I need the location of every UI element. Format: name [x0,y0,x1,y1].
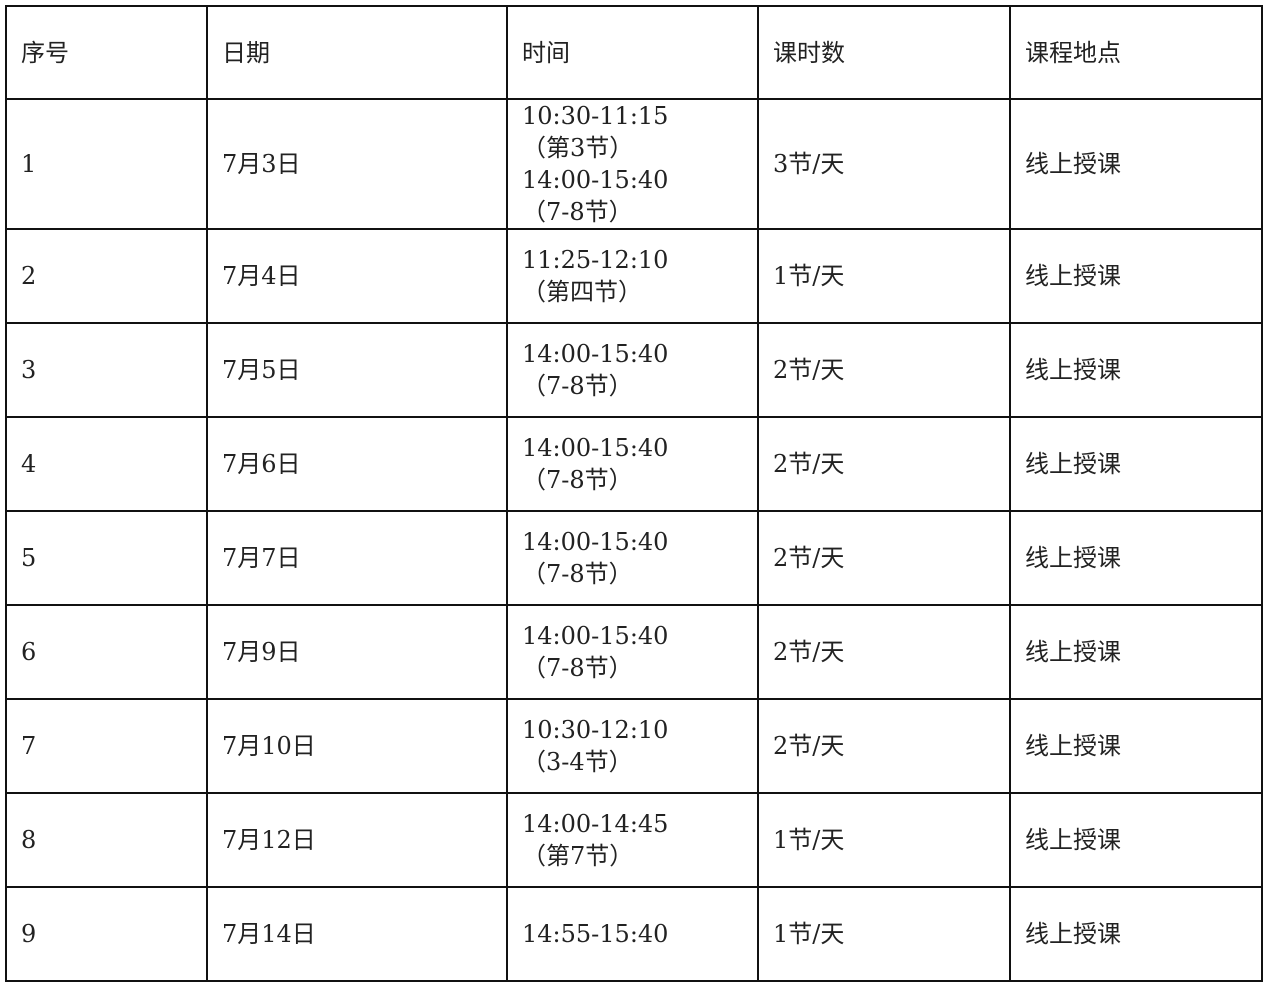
cell-hours: 2节/天 [757,698,1011,794]
time-line: 10:30-11:15 [522,102,669,130]
table-row: 7 7月10日 10:30-12:10 （3-4节） 2节/天 线上授课 [5,698,1263,794]
cell-date: 7月10日 [206,698,508,794]
cell-time: 14:55-15:40 [506,886,759,982]
cell-place: 线上授课 [1009,698,1263,794]
cell-hours: 2节/天 [757,510,1011,606]
header-hours: 课时数 [757,5,1011,100]
cell-date: 7月5日 [206,322,508,418]
cell-time: 14:00-15:40 （7-8节） [506,322,759,418]
cell-hours: 1节/天 [757,792,1011,888]
time-line: 11:25-12:10 [522,246,669,274]
time-line: （7-8节） [522,466,633,494]
time-line: （7-8节） [522,198,633,226]
cell-hours: 1节/天 [757,228,1011,324]
cell-no: 5 [5,510,208,606]
header-time: 时间 [506,5,759,100]
header-place: 课程地点 [1009,5,1263,100]
time-line: 14:00-15:40 [522,434,669,462]
time-line: 14:00-15:40 [522,166,669,194]
time-line: （第7节） [522,842,634,870]
cell-place: 线上授课 [1009,98,1263,230]
header-row: 序号 日期 时间 课时数 课程地点 [5,5,1263,100]
cell-time: 14:00-15:40 （7-8节） [506,510,759,606]
cell-hours: 2节/天 [757,604,1011,700]
table-row: 4 7月6日 14:00-15:40 （7-8节） 2节/天 线上授课 [5,416,1263,512]
cell-hours: 3节/天 [757,98,1011,230]
table-row: 1 7月3日 10:30-11:15 （第3节） 14:00-15:40 （7-8节） 3节… [5,98,1263,230]
cell-place: 线上授课 [1009,228,1263,324]
table-row: 5 7月7日 14:00-15:40 （7-8节） 2节/天 线上授课 [5,510,1263,606]
time-line: 14:00-14:45 [522,810,669,838]
cell-hours: 1节/天 [757,886,1011,982]
time-line: （7-8节） [522,654,633,682]
cell-no: 8 [5,792,208,888]
cell-no: 9 [5,886,208,982]
cell-place: 线上授课 [1009,792,1263,888]
time-line: 14:00-15:40 [522,528,669,556]
cell-time: 14:00-15:40 （7-8节） [506,604,759,700]
cell-place: 线上授课 [1009,886,1263,982]
cell-no: 2 [5,228,208,324]
table-row: 8 7月12日 14:00-14:45 （第7节） 1节/天 线上授课 [5,792,1263,888]
time-line: （第3节） [522,134,634,162]
cell-place: 线上授课 [1009,416,1263,512]
table-row: 6 7月9日 14:00-15:40 （7-8节） 2节/天 线上授课 [5,604,1263,700]
schedule-table: 序号 日期 时间 课时数 课程地点 1 7月3日 10:30-11:15 （第3节） 1… [5,5,1263,982]
header-date: 日期 [206,5,508,100]
cell-time: 10:30-12:10 （3-4节） [506,698,759,794]
table-row: 9 7月14日 14:55-15:40 1节/天 线上授课 [5,886,1263,982]
cell-date: 7月9日 [206,604,508,700]
cell-time: 14:00-15:40 （7-8节） [506,416,759,512]
header-no: 序号 [5,5,208,100]
cell-date: 7月3日 [206,98,508,230]
cell-time: 11:25-12:10 （第四节） [506,228,759,324]
cell-date: 7月7日 [206,510,508,606]
time-line: 14:00-15:40 [522,340,669,368]
cell-no: 7 [5,698,208,794]
cell-place: 线上授课 [1009,322,1263,418]
cell-place: 线上授课 [1009,510,1263,606]
time-line: （7-8节） [522,560,633,588]
time-line: （7-8节） [522,372,633,400]
cell-date: 7月6日 [206,416,508,512]
cell-hours: 2节/天 [757,416,1011,512]
cell-no: 1 [5,98,208,230]
cell-time: 10:30-11:15 （第3节） 14:00-15:40 （7-8节） [506,98,759,230]
table-row: 2 7月4日 11:25-12:10 （第四节） 1节/天 线上授课 [5,228,1263,324]
cell-date: 7月4日 [206,228,508,324]
cell-hours: 2节/天 [757,322,1011,418]
cell-no: 6 [5,604,208,700]
cell-place: 线上授课 [1009,604,1263,700]
cell-time: 14:00-14:45 （第7节） [506,792,759,888]
cell-no: 4 [5,416,208,512]
time-line: （第四节） [522,278,642,306]
time-line: 14:00-15:40 [522,622,669,650]
time-line: 10:30-12:10 [522,716,669,744]
cell-date: 7月12日 [206,792,508,888]
cell-no: 3 [5,322,208,418]
time-line: （3-4节） [522,748,633,776]
time-line: 14:55-15:40 [522,920,669,948]
table-row: 3 7月5日 14:00-15:40 （7-8节） 2节/天 线上授课 [5,322,1263,418]
cell-date: 7月14日 [206,886,508,982]
